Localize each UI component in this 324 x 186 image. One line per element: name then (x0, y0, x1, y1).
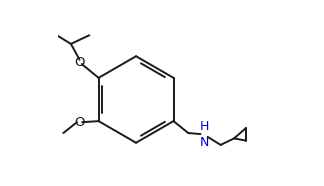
Text: H: H (200, 120, 209, 133)
Text: O: O (74, 56, 85, 69)
Text: N: N (200, 136, 209, 149)
Text: O: O (74, 116, 85, 129)
